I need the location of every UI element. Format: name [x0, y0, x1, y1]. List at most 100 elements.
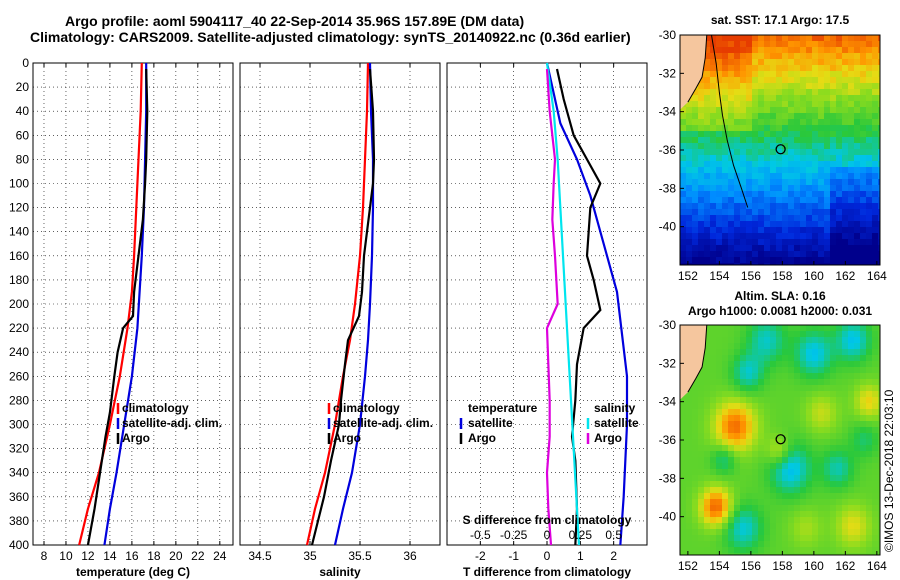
map-cell	[848, 403, 855, 410]
x-tick-label: 160	[804, 269, 824, 283]
series-line-t-satellite	[545, 62, 629, 546]
map-cell	[800, 233, 807, 240]
map-cell	[728, 95, 735, 102]
map-cell	[800, 553, 807, 555]
map-cell	[842, 427, 849, 434]
map-cell	[680, 215, 687, 222]
map-cell	[740, 367, 747, 374]
map-cell	[800, 535, 807, 542]
x-tick-label: 162	[835, 559, 855, 573]
map-cell	[824, 215, 831, 222]
map-cell	[704, 325, 711, 332]
map-cell	[710, 245, 717, 252]
map-cell	[722, 107, 729, 114]
map-cell	[812, 343, 819, 350]
map-cell	[872, 107, 879, 114]
map-cell	[710, 173, 717, 180]
legend-label: Argo	[122, 431, 150, 445]
map-cell	[878, 433, 880, 440]
map-cell	[716, 203, 723, 210]
map-cell	[788, 221, 795, 228]
map-cell	[782, 445, 789, 452]
map-cell	[782, 379, 789, 386]
map-cell	[824, 349, 831, 356]
map-cell	[722, 173, 729, 180]
map-cell	[854, 361, 861, 368]
map-cell	[776, 529, 783, 536]
map-cell	[848, 457, 855, 464]
map-cell	[836, 337, 843, 344]
map-cell	[704, 433, 711, 440]
map-cell	[746, 71, 753, 78]
map-cell	[734, 197, 741, 204]
map-cell	[686, 257, 693, 264]
map-cell	[866, 143, 873, 150]
map-cell	[776, 119, 783, 126]
map-cell	[686, 523, 693, 530]
map-cell	[788, 65, 795, 72]
map-cell	[770, 41, 777, 48]
map-cell	[698, 191, 705, 198]
map-cell	[722, 331, 729, 338]
map-cell	[770, 131, 777, 138]
map-cell	[782, 143, 789, 150]
map-cell	[800, 397, 807, 404]
series-line-t-argo	[555, 68, 602, 546]
map-cell	[764, 83, 771, 90]
map-cell	[716, 149, 723, 156]
map-cell	[716, 47, 723, 54]
map-cell	[788, 499, 795, 506]
map-cell	[728, 463, 735, 470]
map-cell	[710, 427, 717, 434]
map-cell	[752, 197, 759, 204]
map-cell	[830, 385, 837, 392]
map-cell	[770, 77, 777, 84]
map-cell	[860, 113, 867, 120]
map-cell	[770, 547, 777, 554]
map-cell	[872, 41, 879, 48]
map-cell	[680, 487, 687, 494]
map-cell	[782, 421, 789, 428]
map-cell	[854, 331, 861, 338]
map-cell	[710, 355, 717, 362]
map-cell	[704, 131, 711, 138]
map-cell	[698, 167, 705, 174]
map-cell	[752, 227, 759, 234]
y-tick-label: -38	[659, 181, 677, 195]
map-cell	[806, 251, 813, 258]
map-cell	[818, 125, 825, 132]
map-cell	[848, 203, 855, 210]
map-cell	[872, 173, 879, 180]
map-cell	[734, 445, 741, 452]
map-cell	[842, 535, 849, 542]
map-cell	[716, 167, 723, 174]
map-cell	[866, 325, 873, 332]
map-cell	[824, 59, 831, 66]
map-cell	[758, 227, 765, 234]
map-cell	[878, 167, 880, 174]
map-cell	[710, 53, 717, 60]
map-cell	[734, 245, 741, 252]
y-tick-label: 220	[9, 321, 29, 335]
map-cell	[722, 451, 729, 458]
map-cell	[746, 137, 753, 144]
map-cell	[776, 481, 783, 488]
map-cell	[830, 113, 837, 120]
map-cell	[764, 415, 771, 422]
map-cell	[704, 155, 711, 162]
x-axis-label: T difference from climatology	[463, 565, 631, 579]
map-cell	[704, 191, 711, 198]
map-cell	[734, 451, 741, 458]
map-cell	[776, 95, 783, 102]
map-cell	[788, 197, 795, 204]
map-cell	[872, 257, 879, 264]
map-cell	[800, 257, 807, 264]
map-cell	[812, 47, 819, 54]
map-cell	[812, 373, 819, 380]
map-cell	[854, 41, 861, 48]
map-cell	[836, 47, 843, 54]
map-cell	[758, 167, 765, 174]
map-cell	[806, 403, 813, 410]
map-cell	[824, 137, 831, 144]
map-cell	[722, 101, 729, 108]
